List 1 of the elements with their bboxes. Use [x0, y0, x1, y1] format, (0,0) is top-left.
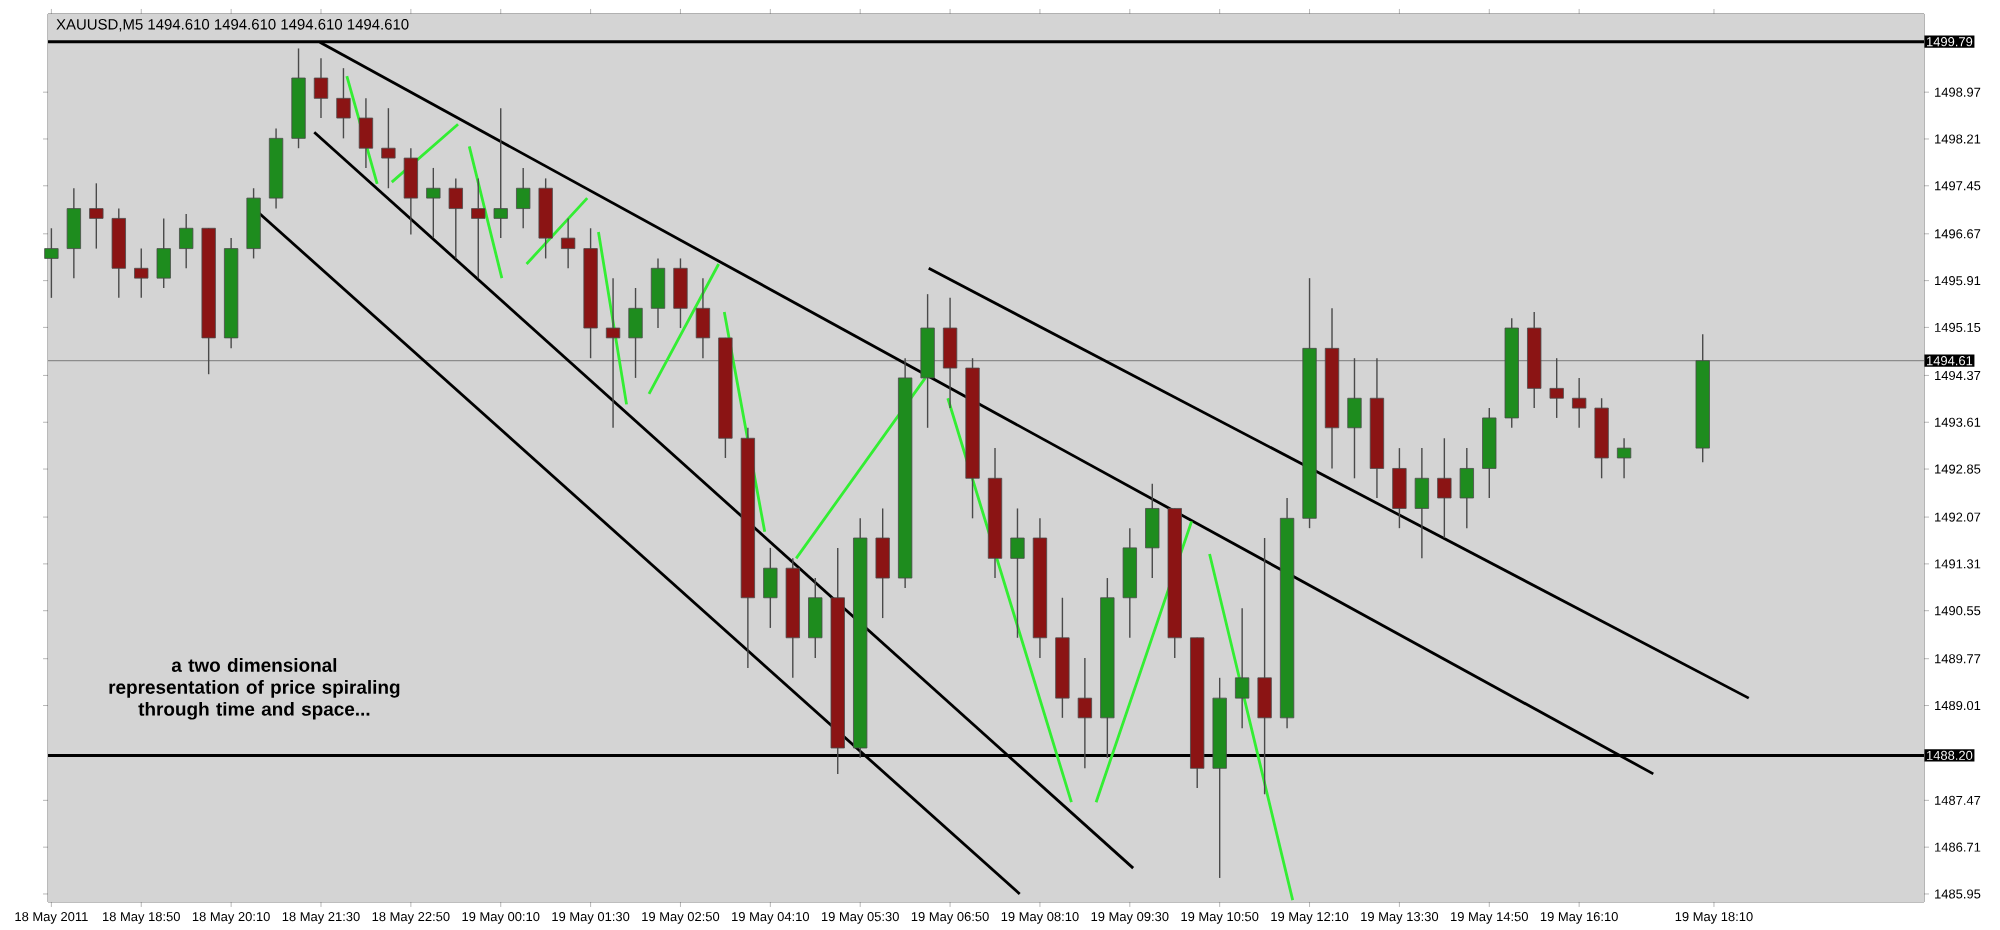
- annotation: a two dimensional representation of price spiraling through time and space...: [109, 658, 400, 720]
